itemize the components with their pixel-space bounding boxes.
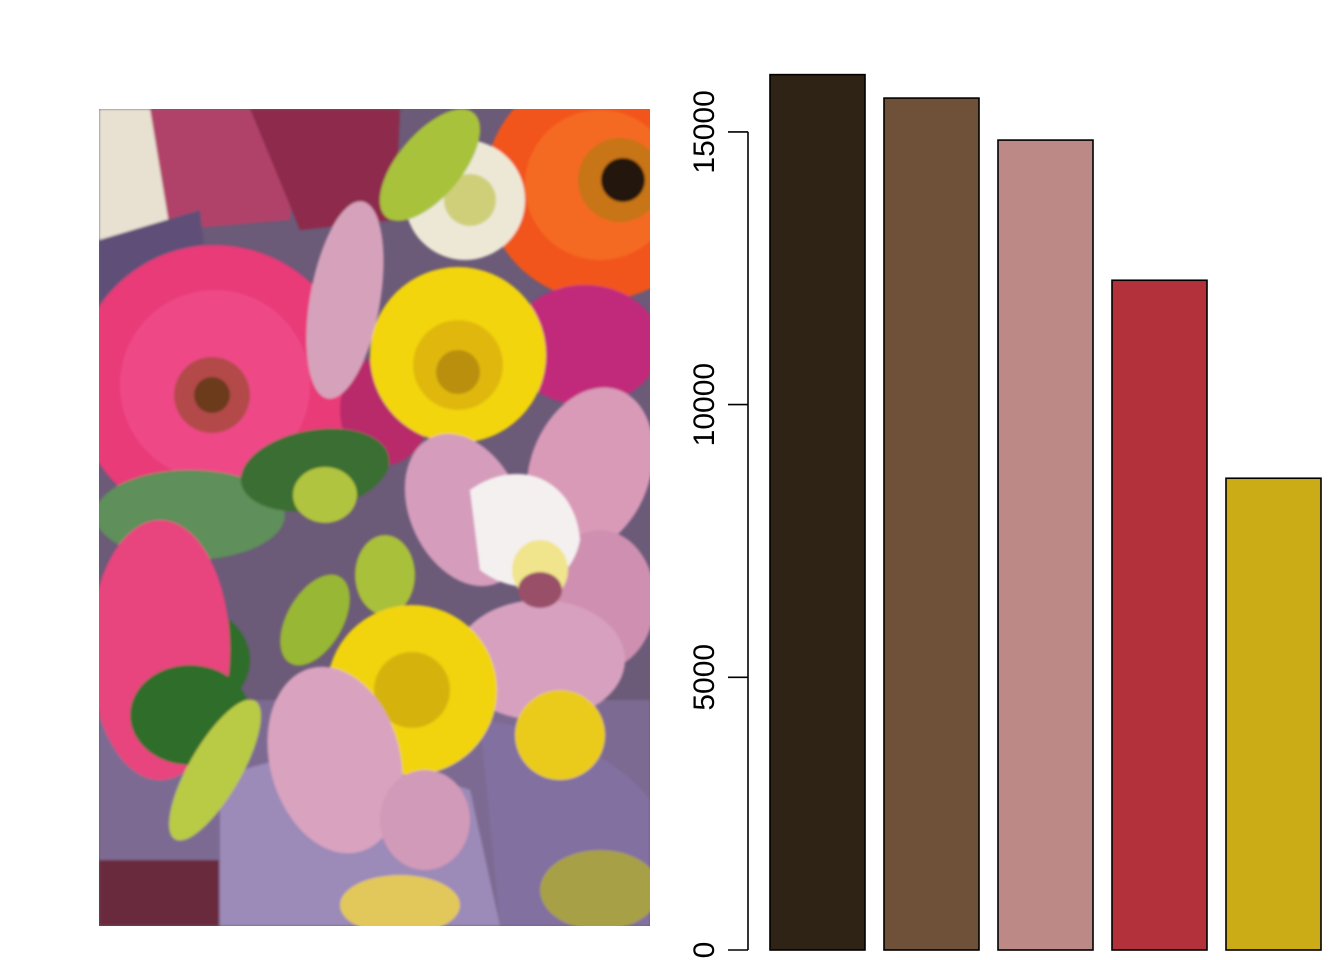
y-tick-label-10000: 10000 bbox=[688, 363, 721, 446]
bar-5 bbox=[1225, 477, 1322, 951]
bar-2 bbox=[883, 97, 980, 951]
y-tick-label-5000: 5000 bbox=[688, 644, 721, 711]
y-tick-labels: 0 5000 10000 15000 bbox=[688, 90, 721, 958]
bars bbox=[769, 73, 1322, 951]
y-tick-label-15000: 15000 bbox=[688, 90, 721, 173]
y-ticks bbox=[728, 131, 748, 951]
bar-3 bbox=[997, 139, 1094, 951]
flower-bouquet-photo bbox=[99, 109, 650, 926]
y-tick-label-0: 0 bbox=[688, 942, 721, 959]
bar-4 bbox=[1111, 279, 1208, 951]
bar-1 bbox=[769, 73, 866, 951]
